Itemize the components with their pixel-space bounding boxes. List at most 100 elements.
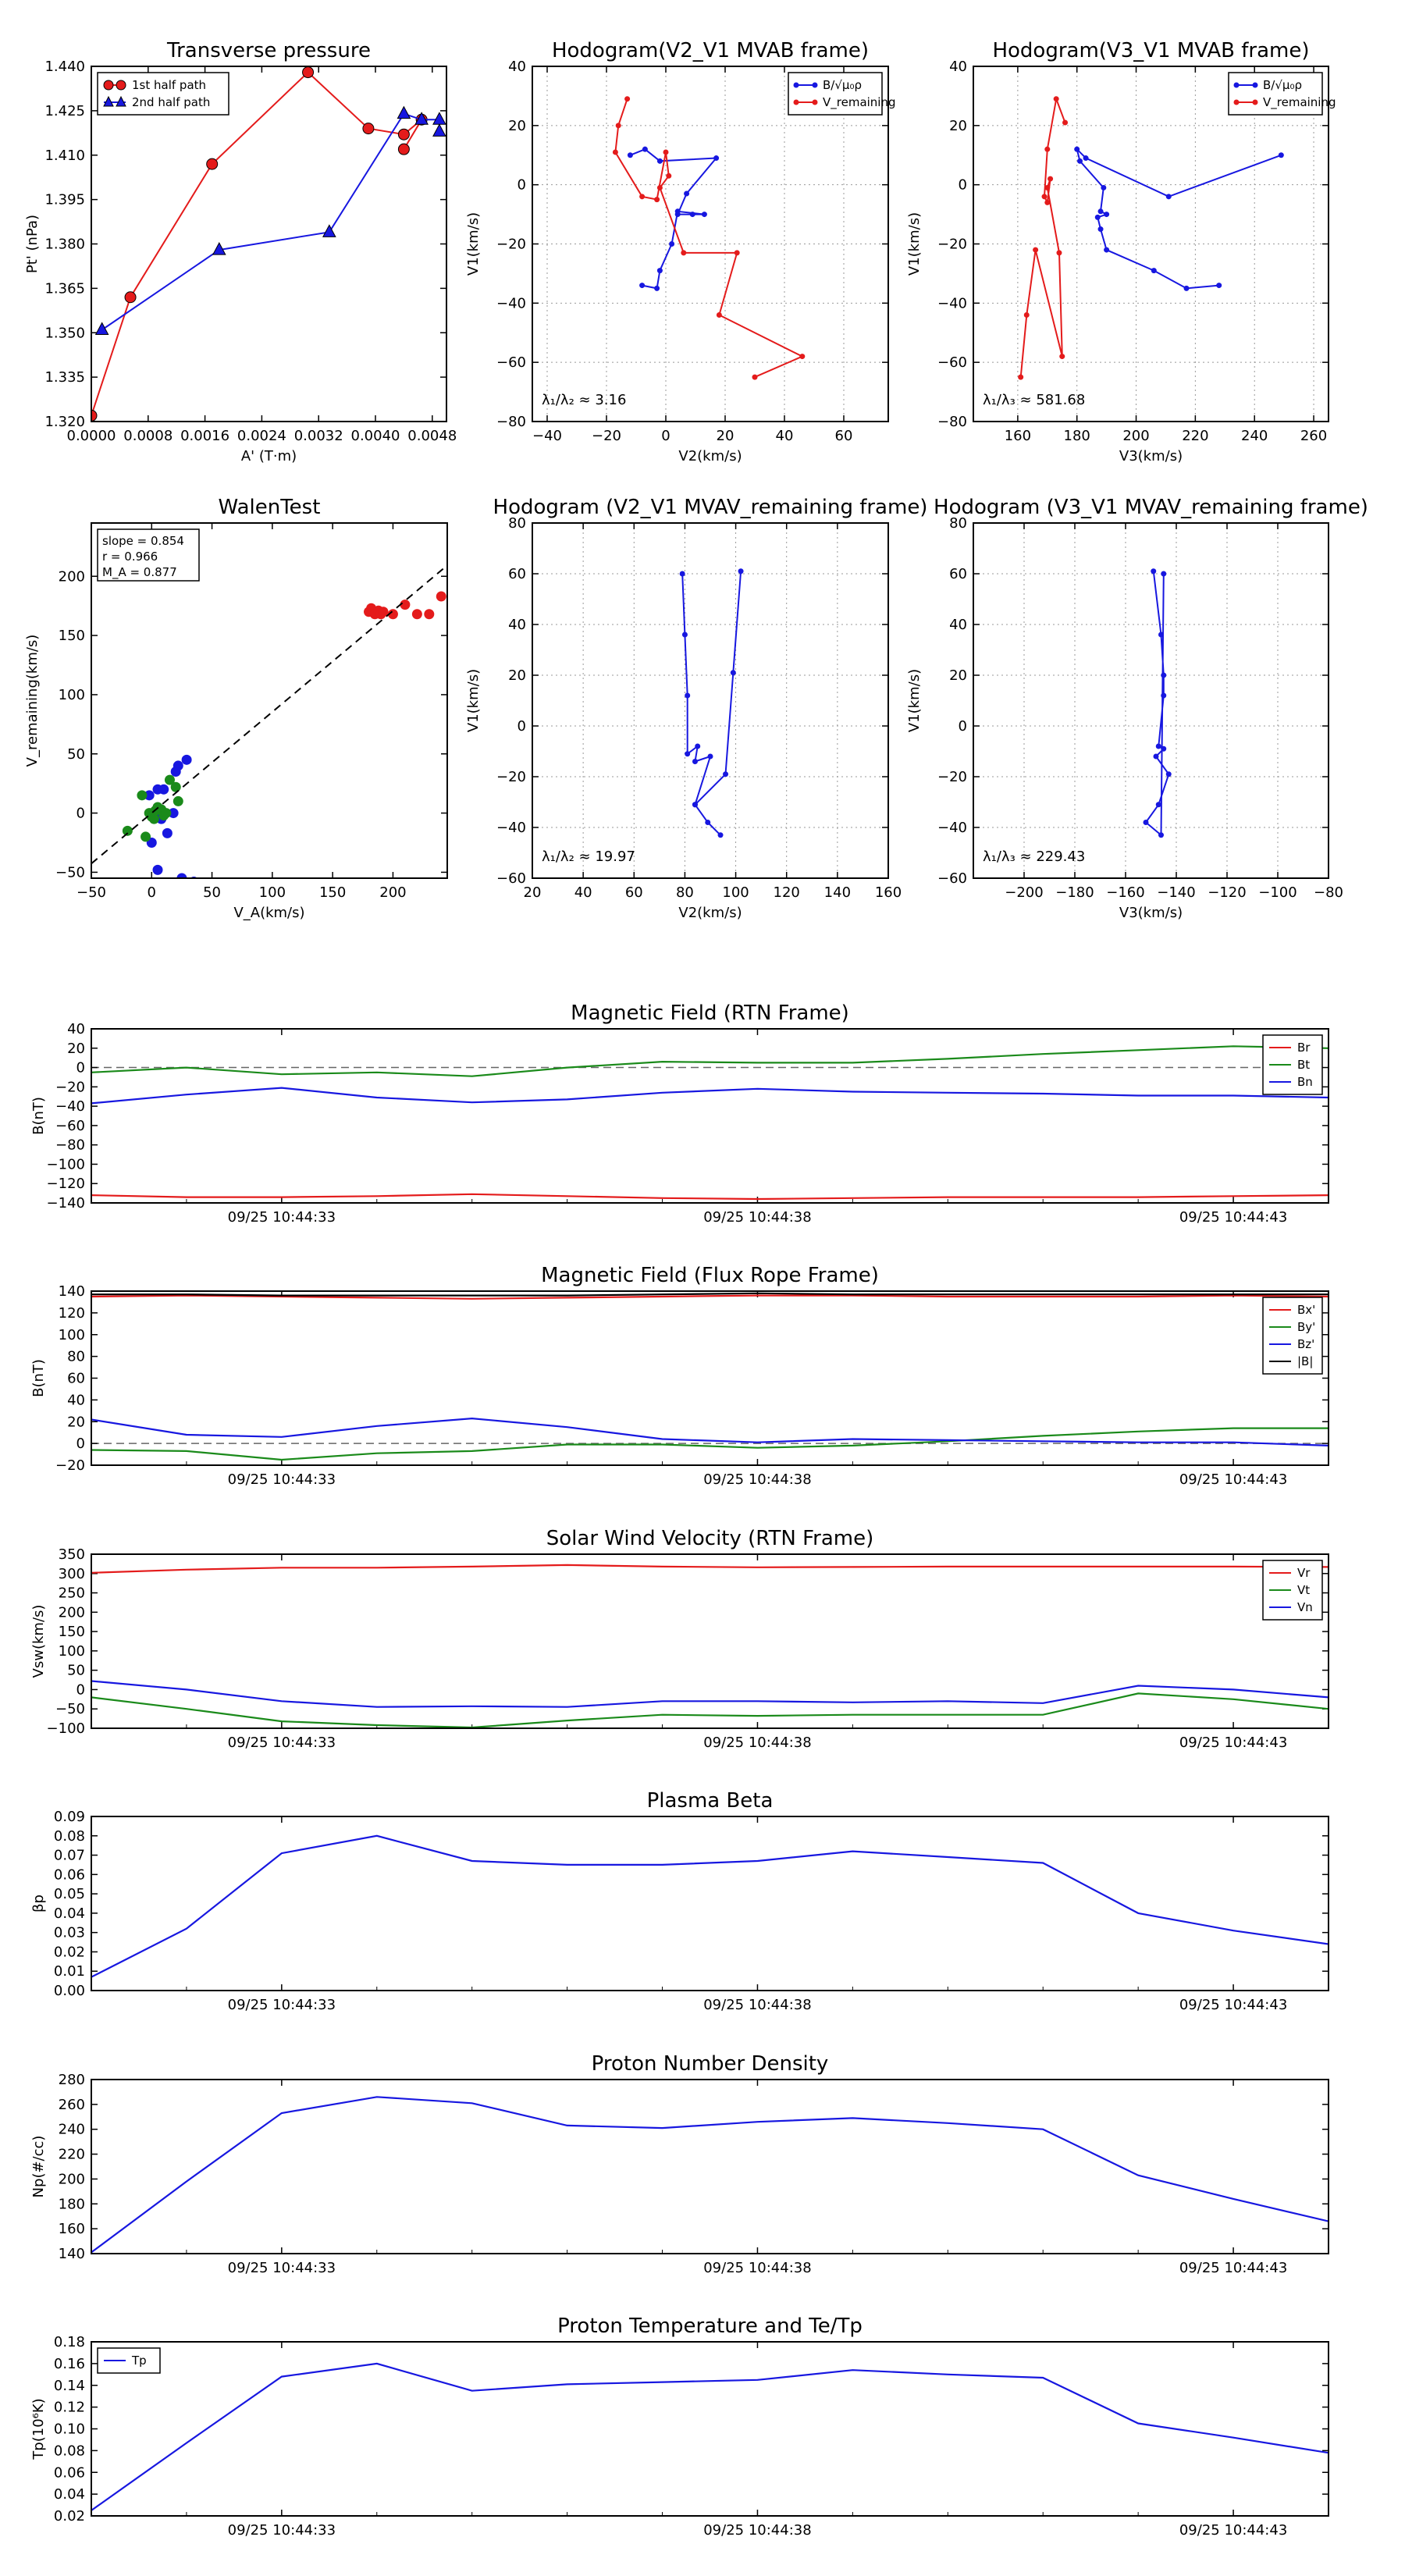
panel-ts_beta: 0.00 0.01 0.02 0.03 0.04 0.05 0.06 0.07 0.08 0.09… — [30, 1789, 1329, 2013]
legend-label: 1st half path — [132, 78, 206, 92]
x-tick-label: 0.0040 — [351, 428, 400, 444]
data-point — [158, 784, 169, 795]
data-point — [1104, 247, 1110, 253]
plot-frame — [91, 1028, 1329, 1204]
chart-title: Hodogram (V3_V1 MVAV_remaining frame) — [934, 496, 1368, 519]
y-tick-label: −20 — [496, 237, 526, 253]
data-point — [206, 158, 219, 170]
x-tick-label: 140 — [824, 884, 851, 901]
y-tick-label: 240 — [59, 2122, 85, 2138]
y-tick-label: 40 — [508, 617, 526, 633]
y-tick-label: −60 — [496, 354, 526, 371]
y-tick-label: 0.16 — [54, 2356, 85, 2372]
data-point — [1044, 184, 1051, 190]
legend-label: Vt — [1297, 1583, 1310, 1597]
data-point — [432, 112, 446, 125]
x-tick-label: 0.0000 — [67, 428, 116, 444]
data-point — [378, 607, 389, 617]
data-point — [170, 767, 181, 777]
data-layer — [91, 66, 446, 422]
panel-hodo_v2_mvab: −80 −60 −40 −20 0 20 40 −40 −20 0 20 40 60 Hodogram(V… — [465, 39, 896, 464]
legend-label: V_remaining — [1263, 95, 1336, 110]
series-line-Vt — [91, 1692, 1329, 1728]
y-axis-label: Tp(10⁶K) — [30, 2398, 47, 2460]
legend-label: 2nd half path — [132, 95, 210, 109]
data-point — [734, 250, 740, 256]
y-tick-label: −40 — [496, 820, 526, 836]
y-tick-label: 1.335 — [44, 369, 85, 386]
data-point — [1165, 194, 1172, 200]
data-point — [752, 374, 758, 380]
chart-title: WalenTest — [219, 496, 321, 519]
x-tick-label: 0.0016 — [180, 428, 229, 444]
y-tick-label: −60 — [55, 1118, 85, 1134]
data-point — [656, 268, 663, 274]
y-axis-label: βp — [30, 1895, 47, 1912]
eigen-ratio-label: λ₁/λ₃ ≈ 229.43 — [983, 849, 1085, 865]
y-tick-label: 280 — [59, 2072, 85, 2088]
y-tick-label: 0 — [518, 177, 526, 194]
y-tick-label: 40 — [949, 617, 967, 633]
y-tick-label: −50 — [55, 864, 85, 881]
y-tick-label: −20 — [55, 1457, 85, 1474]
y-tick-label: 300 — [59, 1566, 85, 1582]
y-tick-label: −100 — [47, 1720, 85, 1737]
y-tick-label: 0 — [76, 1681, 85, 1698]
legend-marker — [1233, 99, 1240, 105]
y-tick-label: 260 — [59, 2097, 85, 2113]
data-layer — [91, 1834, 1329, 1978]
series-line-B — [630, 148, 718, 290]
x-tick-label: 09/25 10:44:33 — [228, 1209, 336, 1226]
data-point — [424, 609, 435, 620]
eigen-ratio-label: λ₁/λ₃ ≈ 581.68 — [983, 392, 1085, 408]
chart-title: Solar Wind Velocity (RTN Frame) — [546, 1527, 873, 1550]
y-tick-label: 0.06 — [54, 2464, 85, 2481]
data-point — [140, 831, 151, 842]
x-tick-label: 09/25 10:44:33 — [228, 2260, 336, 2276]
chart-title: Hodogram (V2_V1 MVAV_remaining frame) — [493, 496, 928, 519]
chart-title: Proton Temperature and Te/Tp — [557, 2314, 863, 2338]
data-point — [684, 190, 690, 197]
series-line-Bt — [91, 1045, 1329, 1077]
data-point — [1044, 199, 1051, 205]
data-point — [1161, 672, 1167, 678]
data-point — [624, 96, 631, 102]
eigen-ratio-label: λ₁/λ₂ ≈ 19.97 — [542, 849, 635, 865]
y-tick-label: 0 — [76, 1060, 85, 1076]
y-tick-label: 180 — [59, 2196, 85, 2212]
x-tick-label: −50 — [76, 884, 106, 901]
y-tick-label: 80 — [67, 1349, 85, 1365]
y-tick-label: 0 — [959, 177, 967, 194]
y-tick-label: −40 — [937, 295, 967, 311]
data-point — [161, 808, 172, 819]
y-tick-label: −80 — [55, 1137, 85, 1154]
data-point — [1216, 283, 1222, 289]
x-tick-label: 09/25 10:44:38 — [703, 1209, 811, 1226]
data-point — [1094, 214, 1101, 220]
y-axis-label: V1(km/s) — [906, 212, 923, 276]
data-point — [707, 753, 713, 760]
data-point — [685, 692, 691, 699]
x-tick-label: −160 — [1106, 884, 1144, 901]
data-point — [181, 754, 192, 765]
x-tick-label: 20 — [524, 884, 542, 901]
x-axis-label: V_A(km/s) — [233, 905, 304, 921]
data-point — [663, 149, 669, 155]
y-tick-label: −20 — [937, 237, 967, 253]
chart-title: Magnetic Field (Flux Rope Frame) — [541, 1264, 879, 1287]
data-point — [656, 184, 663, 190]
data-point — [91, 409, 98, 422]
legend-label: B/√μ₀ρ — [823, 78, 862, 92]
data-point — [397, 143, 410, 155]
legend-marker — [793, 99, 799, 105]
legend-label: Vr — [1297, 1566, 1311, 1580]
data-point — [1062, 119, 1069, 126]
x-tick-label: 0 — [661, 428, 670, 444]
y-tick-label: 150 — [59, 1624, 85, 1640]
y-axis-label: V1(km/s) — [906, 669, 923, 732]
data-point — [685, 751, 691, 757]
legend-label: Vn — [1297, 1600, 1313, 1614]
y-tick-label: 0.01 — [54, 1963, 85, 1980]
x-tick-label: 09/25 10:44:43 — [1179, 1209, 1287, 1226]
data-layer — [1018, 95, 1284, 380]
